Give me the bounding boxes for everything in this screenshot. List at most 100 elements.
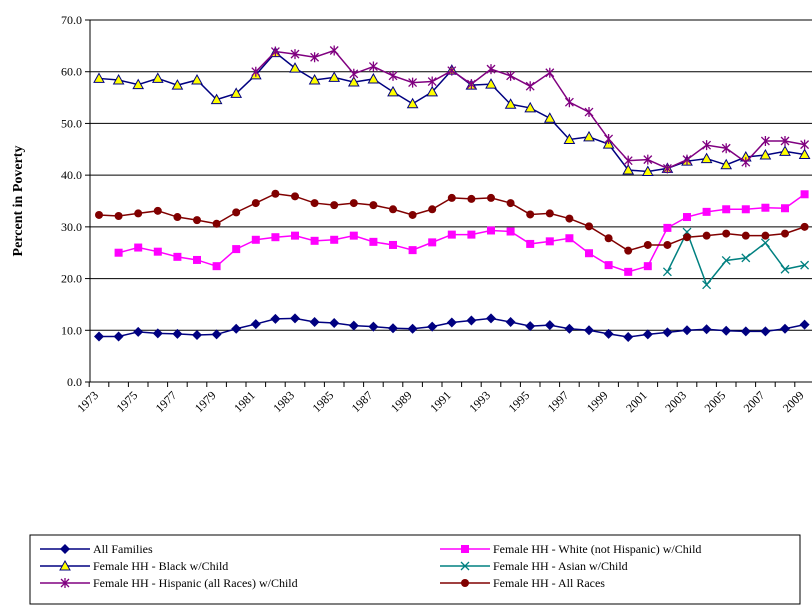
data-point: [428, 205, 437, 214]
data-point: [191, 73, 203, 85]
data-point: [172, 328, 183, 339]
data-point: [193, 255, 201, 264]
data-point: [564, 97, 574, 108]
data-point: [702, 207, 711, 216]
data-point: [95, 210, 103, 219]
data-point: [232, 245, 241, 254]
series: [662, 227, 810, 290]
data-point: [702, 231, 711, 240]
data-point: [467, 194, 476, 203]
data-point: [349, 231, 358, 240]
data-point: [779, 145, 791, 156]
y-tick-label: 70.0: [61, 13, 82, 27]
data-point: [407, 323, 418, 334]
x-tick-label: 1977: [153, 388, 180, 415]
data-point: [485, 78, 497, 89]
data-point: [545, 67, 555, 78]
data-point: [447, 193, 456, 202]
data-point: [800, 222, 809, 231]
data-point: [447, 230, 456, 239]
data-point: [173, 213, 182, 222]
data-point: [701, 324, 712, 335]
x-tick-label: 2001: [623, 388, 650, 415]
data-point: [171, 79, 184, 90]
data-point: [427, 321, 438, 332]
x-tick-label: 1997: [545, 388, 572, 415]
legend-label: Female HH - Black w/Child: [93, 559, 228, 573]
data-point: [348, 320, 359, 331]
series-line: [666, 230, 805, 287]
data-point: [152, 328, 163, 339]
data-point: [134, 209, 143, 218]
data-point: [800, 260, 810, 270]
data-point: [192, 329, 202, 340]
y-tick-label: 50.0: [61, 116, 82, 130]
data-point: [682, 325, 692, 336]
x-tick-label: 1995: [505, 388, 532, 415]
data-point: [721, 325, 732, 336]
data-point: [759, 148, 772, 160]
data-point: [623, 332, 634, 343]
data-point: [604, 261, 613, 270]
data-point: [369, 237, 378, 246]
y-axis-title: Percent in Poverty: [11, 146, 26, 257]
data-point: [780, 136, 790, 147]
x-tick-label: 1981: [231, 388, 258, 415]
x-tick-label: 1973: [74, 388, 101, 415]
x-tick-label: 1987: [349, 388, 376, 415]
legend-marker: [461, 545, 469, 553]
series-line: [98, 192, 805, 252]
data-point: [467, 230, 476, 239]
data-point: [132, 78, 145, 90]
data-point: [585, 222, 593, 231]
data-point: [604, 234, 613, 243]
data-point: [290, 313, 300, 324]
data-point: [663, 223, 672, 232]
data-point: [506, 199, 515, 208]
y-tick-label: 40.0: [61, 168, 82, 182]
y-tick-label: 10.0: [61, 323, 82, 337]
data-point: [291, 231, 299, 240]
x-tick-label: 1979: [192, 388, 219, 415]
data-point: [583, 130, 595, 142]
data-point: [565, 214, 574, 223]
data-point: [624, 267, 633, 276]
legend-marker: [460, 561, 470, 571]
x-tick-label: 1975: [113, 388, 140, 415]
data-point: [230, 87, 243, 98]
data-point: [309, 317, 320, 328]
data-point: [563, 133, 576, 144]
x-tick-label: 1993: [466, 388, 493, 415]
data-point: [682, 154, 692, 165]
y-tick-label: 20.0: [61, 272, 82, 286]
data-point: [662, 267, 672, 277]
data-point: [800, 190, 809, 199]
data-point: [388, 323, 398, 334]
data-point: [367, 72, 380, 84]
data-point: [780, 264, 790, 274]
data-point: [741, 157, 751, 168]
data-point: [94, 331, 104, 342]
data-point: [584, 107, 594, 118]
data-point: [447, 65, 457, 76]
data-point: [663, 240, 672, 249]
legend-label: Female HH - Asian w/Child: [493, 559, 628, 573]
data-point: [603, 328, 614, 339]
data-point: [93, 72, 105, 83]
data-point: [741, 253, 751, 263]
data-point: [251, 66, 261, 77]
data-point: [584, 325, 594, 336]
data-point: [271, 233, 280, 242]
data-point: [329, 45, 339, 56]
data-point: [193, 216, 201, 225]
data-point: [565, 234, 574, 243]
data-point: [543, 112, 556, 123]
data-point: [426, 85, 439, 97]
data-point: [524, 101, 537, 113]
data-point: [740, 326, 751, 337]
data-point: [151, 72, 164, 83]
data-point: [544, 320, 555, 331]
data-point: [328, 71, 341, 82]
data-point: [487, 193, 495, 202]
data-point: [683, 233, 691, 242]
